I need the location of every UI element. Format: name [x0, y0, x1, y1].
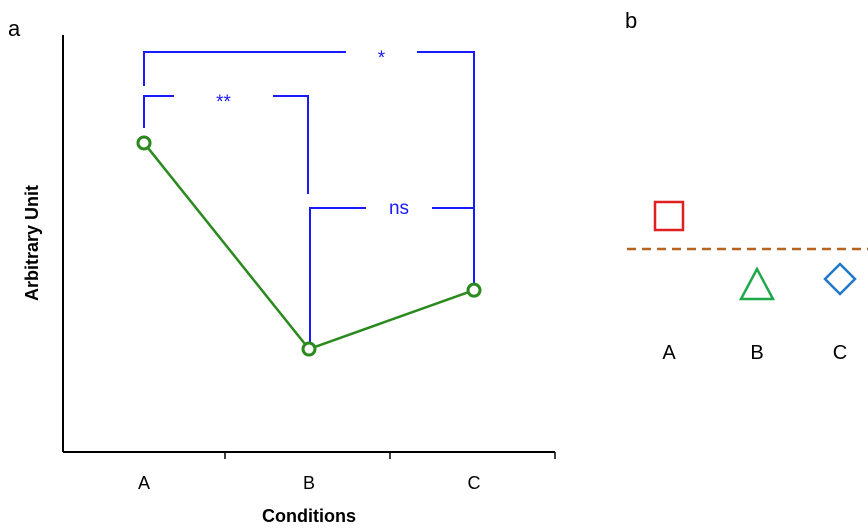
- x-tick-label: A: [138, 473, 150, 493]
- x-axis-title: Conditions: [262, 506, 356, 526]
- data-point: [136, 135, 152, 151]
- significance-bracket: [143, 95, 309, 194]
- panel-b-letter: b: [625, 8, 637, 33]
- markers: [653, 200, 857, 301]
- category-label: B: [750, 342, 763, 364]
- significance-label: ns: [389, 198, 409, 219]
- significance-brackets: ***ns: [143, 48, 475, 344]
- category-label: A: [662, 342, 676, 364]
- marker-triangle: [738, 266, 776, 301]
- data-point: [466, 282, 482, 298]
- x-tick-labels: A B C: [138, 473, 481, 493]
- significance-bracket: [309, 207, 475, 344]
- significance-label: **: [216, 92, 231, 113]
- marker-square: [653, 200, 685, 232]
- marker-diamond: [823, 262, 857, 296]
- significance-bracket: [143, 51, 475, 285]
- panel-a-letter: a: [8, 16, 21, 41]
- panel-b-marker-chart: A B C: [627, 200, 868, 364]
- category-labels: A B C: [662, 342, 847, 364]
- x-tick-label: C: [468, 473, 481, 493]
- y-axis-title: Arbitrary Unit: [22, 185, 42, 301]
- series-line: [136, 135, 482, 357]
- data-point: [301, 341, 317, 357]
- x-tick-label: B: [303, 473, 315, 493]
- category-label: C: [833, 342, 847, 364]
- significance-label: *: [378, 48, 386, 69]
